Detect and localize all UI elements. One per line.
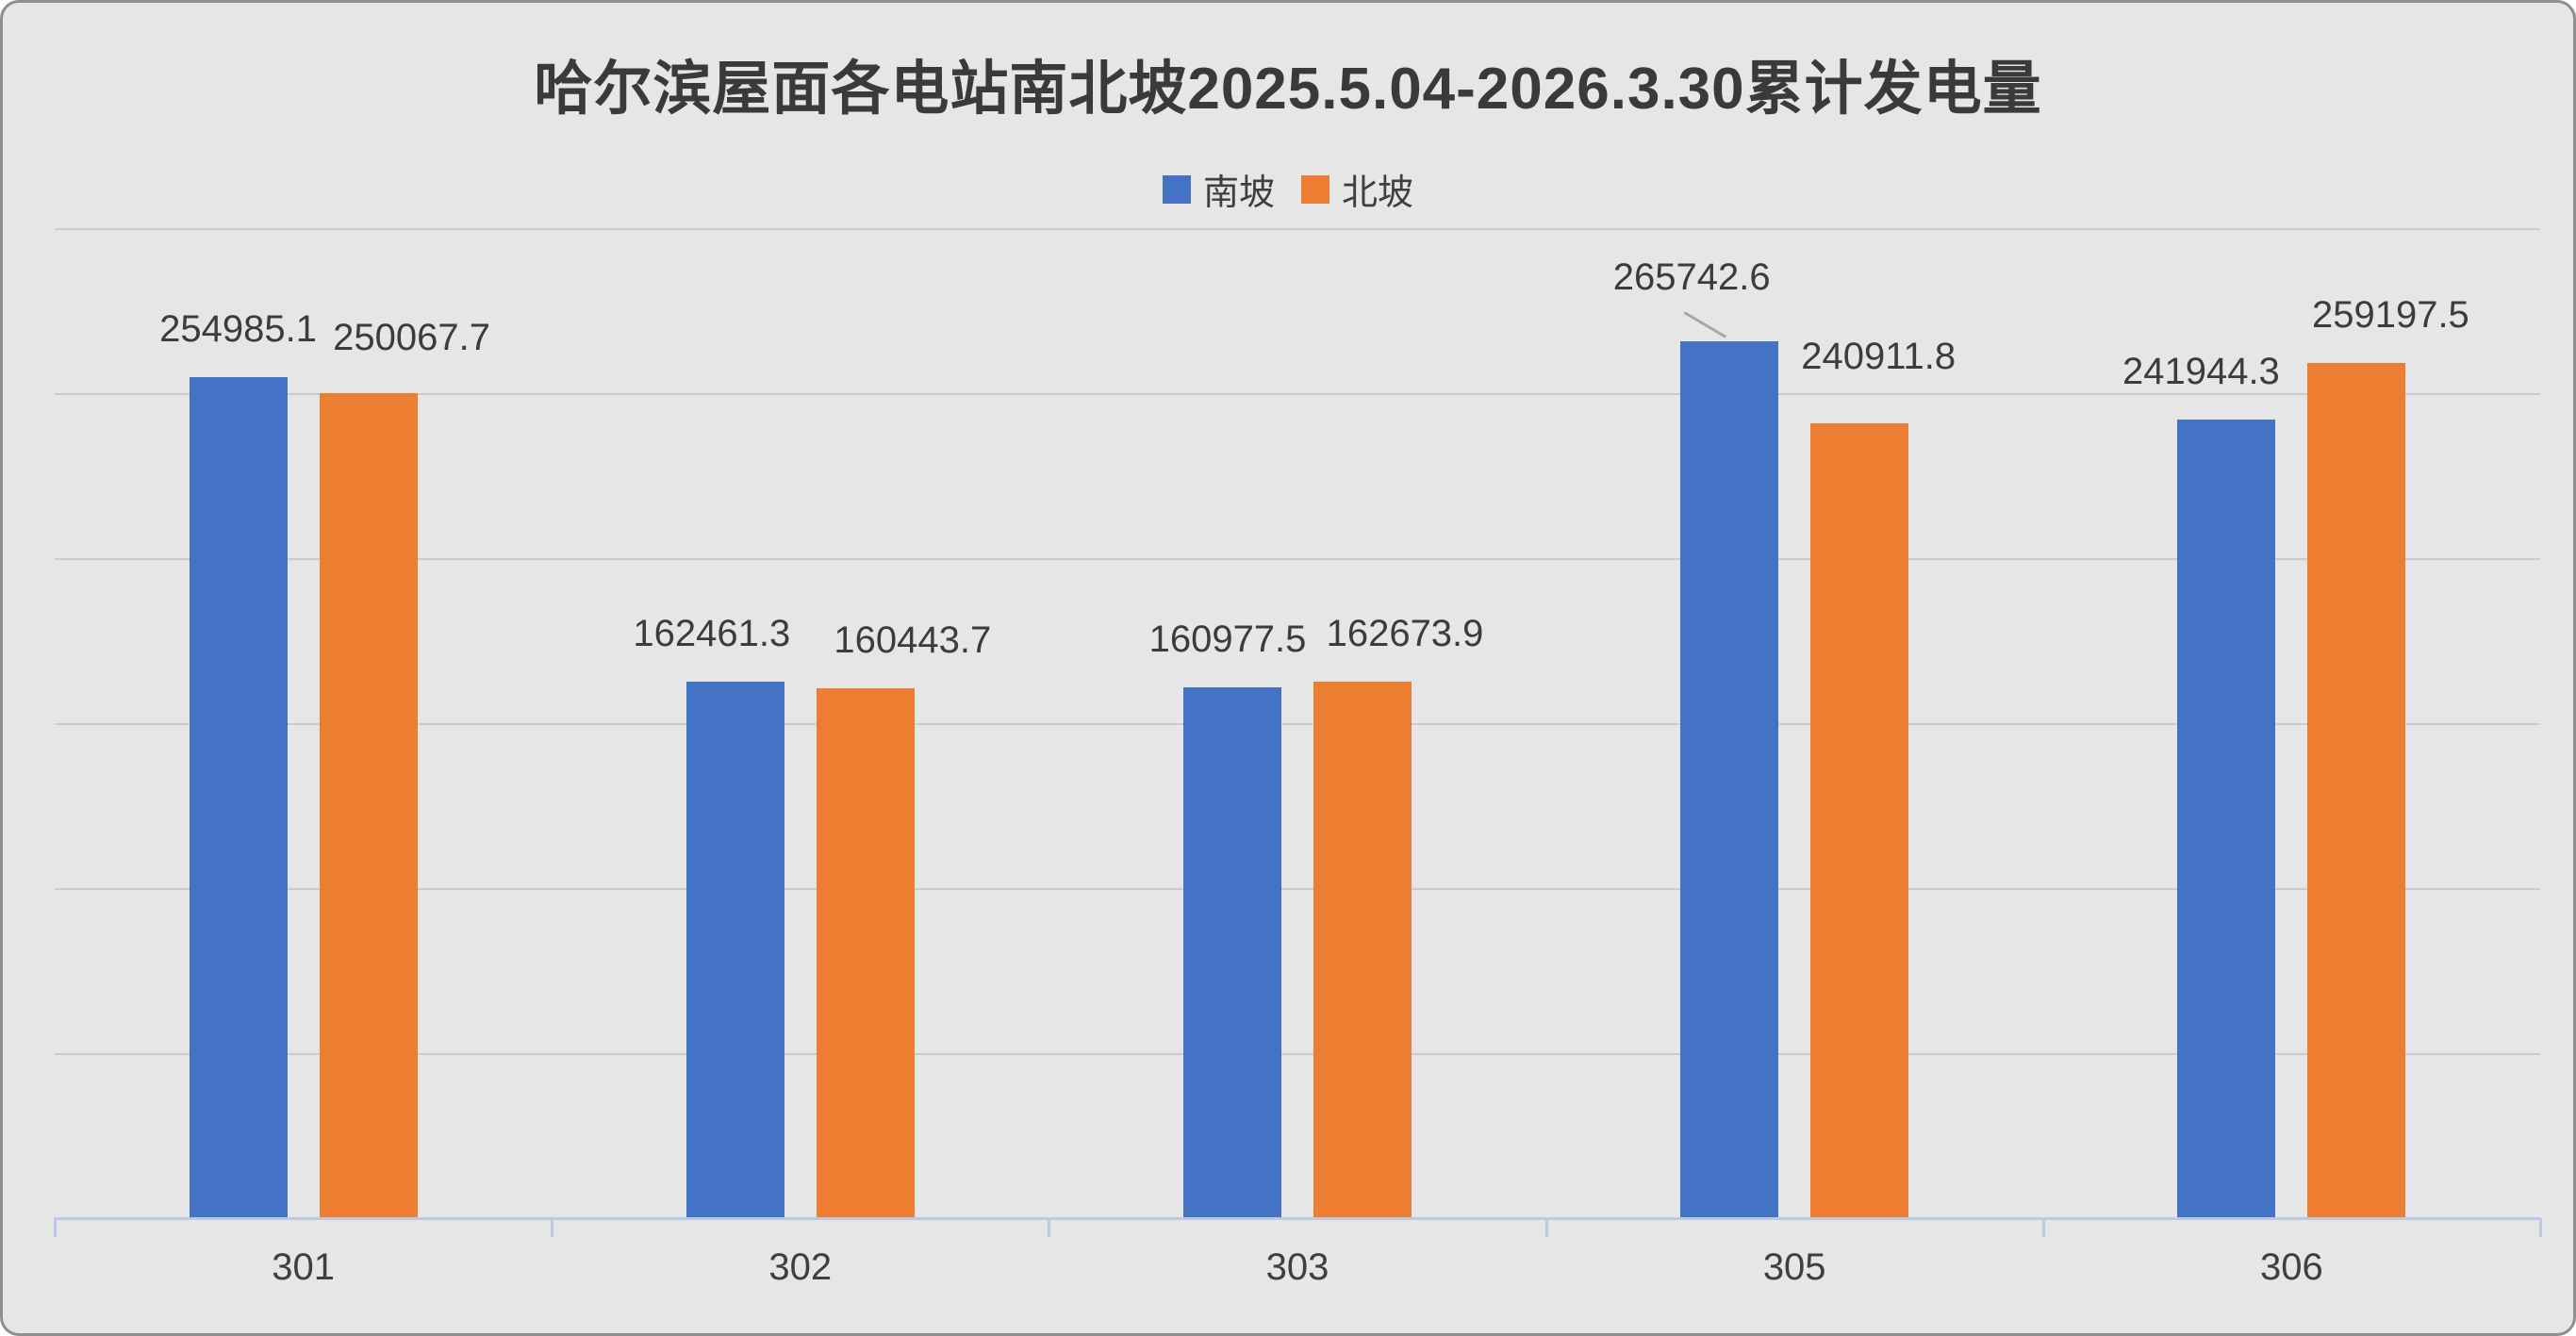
data-label-302-north: 160443.7 [834,619,992,662]
x-axis-tick-3 [1544,1218,1548,1237]
bar-301-south [189,376,288,1218]
legend-swatch-south [1162,174,1191,204]
data-label-302-south: 162461.3 [633,613,791,655]
bar-306-north [2307,362,2406,1218]
x-axis-label-306: 306 [2260,1246,2323,1288]
data-label-303-south: 160977.5 [1148,618,1307,660]
data-label-305-north: 240911.8 [1801,335,1957,377]
gridline-50000 [55,1053,2540,1055]
legend-swatch-north [1301,174,1329,204]
data-label-301-north: 250067.7 [333,316,491,358]
gridline-200000 [55,558,2540,560]
legend-item-south: 南坡 [1162,163,1275,215]
x-axis-tick-4 [2041,1218,2045,1237]
bar-302-north [816,688,915,1218]
gridline-150000 [55,723,2540,725]
x-axis-tick-0 [54,1218,57,1237]
x-axis-tick-5 [2539,1218,2542,1237]
chart-title: 哈尔滨屋面各电站南北坡2025.5.04-2026.3.30累计发电量 [534,57,2042,122]
data-label-305-south: 265742.6 [1612,256,1771,298]
data-label-303-north: 162673.9 [1326,612,1484,654]
gridline-100000 [55,888,2540,890]
data-label-301-south: 254985.1 [159,307,318,350]
x-axis-label-301: 301 [272,1246,335,1288]
plot-area: 254985.1 250067.7 301 162461.3 160443.7 302 16… [3,3,2573,1333]
x-axis-tick-2 [1048,1218,1051,1237]
legend-item-north: 北坡 [1301,163,1413,215]
legend-label-south: 南坡 [1202,173,1275,213]
bar-301-north [319,392,418,1218]
x-axis-label-302: 302 [768,1246,833,1288]
bar-305-south [1680,340,1779,1218]
bar-302-south [685,682,784,1218]
data-label-306-south: 241944.3 [2122,351,2280,393]
legend-label-north: 北坡 [1342,173,1414,213]
gridline-250000 [55,393,2540,395]
x-axis-label-305: 305 [1762,1246,1826,1288]
x-axis-line [55,1217,2540,1220]
x-axis-tick-1 [551,1218,554,1237]
bar-306-south [2177,420,2276,1218]
legend: 南坡 北坡 [3,163,2573,215]
bar-305-north [1810,422,1909,1218]
x-axis-label-303: 303 [1265,1246,1329,1288]
bar-303-north [1313,681,1412,1218]
bar-303-south [1183,686,1281,1218]
data-label-306-north: 259197.5 [2311,293,2469,336]
gridline-300000 [55,228,2540,230]
